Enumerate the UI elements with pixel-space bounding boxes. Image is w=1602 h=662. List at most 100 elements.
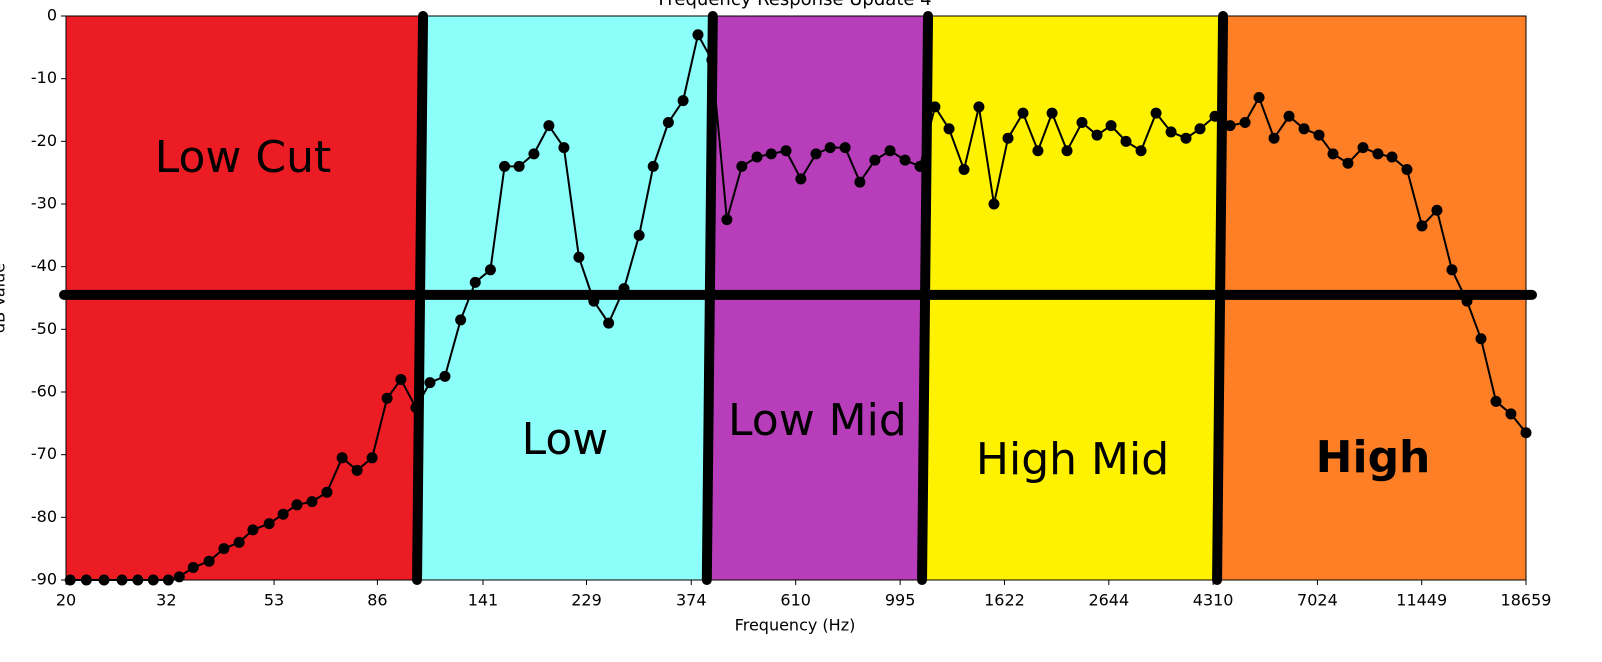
data-point: [692, 29, 704, 41]
x-tick-label: 374: [676, 591, 707, 610]
data-point: [1431, 204, 1443, 216]
data-point: [1032, 145, 1044, 157]
chart-title: Frequency Response Update 4: [658, 0, 931, 10]
data-point: [351, 464, 363, 476]
data-point: [395, 373, 407, 385]
data-point: [306, 496, 318, 508]
y-tick-label: 0: [47, 6, 57, 25]
data-point: [484, 264, 496, 276]
data-point: [64, 574, 76, 586]
x-tick-label: 2644: [1088, 591, 1129, 610]
data-point: [721, 214, 733, 226]
x-tick-label: 20: [56, 591, 76, 610]
data-point: [80, 574, 92, 586]
data-point: [410, 402, 422, 414]
y-tick-label: -70: [31, 444, 57, 463]
data-point: [884, 145, 896, 157]
data-point: [839, 142, 851, 154]
data-point: [1461, 295, 1473, 307]
data-point: [291, 499, 303, 511]
data-point: [1313, 129, 1325, 141]
data-point: [1120, 135, 1132, 147]
data-point: [1490, 395, 1502, 407]
data-point: [1017, 107, 1029, 119]
data-point: [1046, 107, 1058, 119]
band-label: Low: [522, 414, 609, 465]
x-tick-label: 4310: [1193, 591, 1234, 610]
data-point: [1224, 120, 1236, 132]
data-point: [499, 160, 511, 172]
data-point: [1298, 123, 1310, 135]
data-point: [1061, 145, 1073, 157]
data-point: [1505, 408, 1517, 420]
band-label: Low Mid: [728, 395, 907, 446]
data-point: [1165, 126, 1177, 138]
data-point: [1446, 264, 1458, 276]
y-tick-label: -10: [31, 68, 57, 87]
band-label: High Mid: [976, 434, 1169, 485]
data-point: [1268, 132, 1280, 144]
data-point: [810, 148, 822, 160]
x-tick-label: 11449: [1396, 591, 1447, 610]
x-tick-label: 995: [885, 591, 916, 610]
data-point: [854, 176, 866, 188]
x-tick-label: 141: [468, 591, 499, 610]
data-point: [588, 295, 600, 307]
data-point: [233, 536, 245, 548]
data-point: [203, 555, 215, 567]
data-point: [706, 54, 718, 66]
data-point: [662, 117, 674, 129]
data-point: [988, 198, 1000, 210]
data-point: [1239, 117, 1251, 129]
data-point: [469, 276, 481, 288]
data-point: [647, 160, 659, 172]
y-tick-label: -80: [31, 507, 57, 526]
y-tick-label: -90: [31, 570, 57, 589]
data-point: [824, 142, 836, 154]
data-point: [1076, 117, 1088, 129]
data-point: [899, 154, 911, 166]
data-point: [1105, 120, 1117, 132]
data-point: [1327, 148, 1339, 160]
data-point: [366, 452, 378, 464]
data-point: [543, 120, 555, 132]
data-point: [1002, 132, 1014, 144]
data-point: [618, 283, 630, 295]
data-point: [1401, 164, 1413, 176]
x-tick-label: 18659: [1501, 591, 1552, 610]
x-tick-label: 32: [156, 591, 176, 610]
data-point: [1209, 110, 1221, 122]
x-axis-label: Frequency (Hz): [735, 616, 856, 635]
data-point: [869, 154, 881, 166]
data-point: [1372, 148, 1384, 160]
data-point: [633, 229, 645, 241]
data-point: [336, 452, 348, 464]
data-point: [1386, 151, 1398, 163]
x-tick-label: 7024: [1297, 591, 1338, 610]
data-point: [1135, 145, 1147, 157]
x-tick-label: 229: [571, 591, 602, 610]
y-tick-label: -30: [31, 194, 57, 213]
data-point: [424, 377, 436, 389]
data-point: [929, 101, 941, 113]
data-point: [116, 574, 128, 586]
data-point: [173, 571, 185, 583]
data-point: [795, 173, 807, 185]
data-point: [277, 508, 289, 520]
data-point: [558, 142, 570, 154]
data-point: [1150, 107, 1162, 119]
data-point: [1357, 142, 1369, 154]
data-point: [1283, 110, 1295, 122]
data-point: [677, 95, 689, 107]
y-tick-label: -40: [31, 256, 57, 275]
band-label: High: [1316, 432, 1431, 483]
data-point: [1091, 129, 1103, 141]
data-point: [1194, 123, 1206, 135]
data-point: [147, 574, 159, 586]
data-point: [513, 160, 525, 172]
data-point: [943, 123, 955, 135]
data-point: [218, 543, 230, 555]
data-point: [187, 561, 199, 573]
data-point: [381, 392, 393, 404]
